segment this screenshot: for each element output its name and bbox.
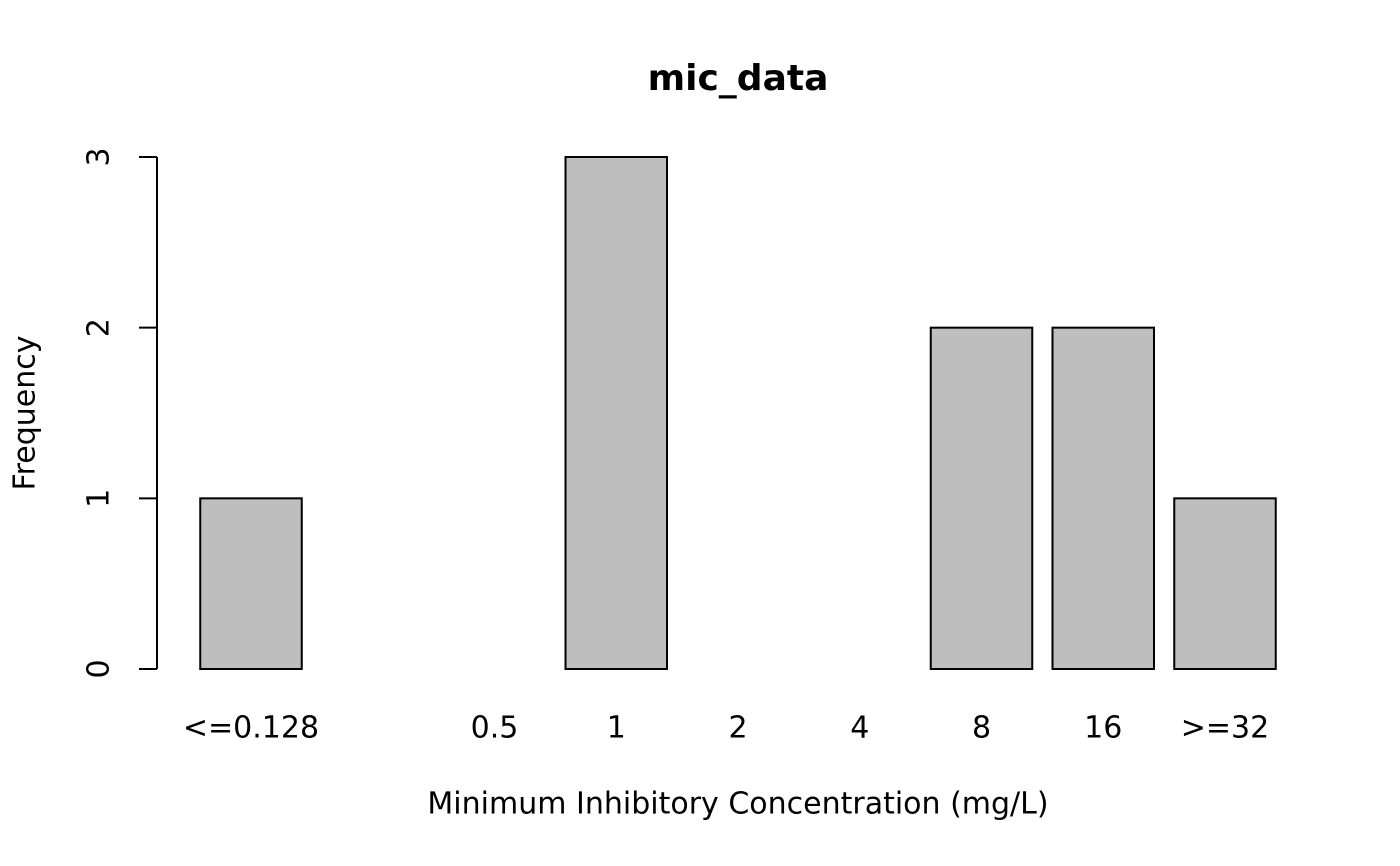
y-tick-label: 1 — [82, 489, 117, 508]
x-tick-label: 2 — [728, 711, 747, 746]
bar — [929, 326, 1034, 670]
x-tick-label: >=32 — [1181, 711, 1269, 746]
x-tick-label: 8 — [972, 711, 991, 746]
y-tick-label: 0 — [82, 659, 117, 678]
x-tick-label: 16 — [1084, 711, 1122, 746]
bar — [1051, 326, 1155, 670]
y-tick-label: 3 — [82, 147, 117, 166]
x-tick-label: 4 — [850, 711, 869, 746]
x-tick-label: 0.5 — [471, 711, 519, 746]
chart-title: mic_data — [648, 58, 829, 99]
x-tick-label: <=0.128 — [183, 711, 319, 746]
y-axis-label: Frequency — [8, 336, 43, 491]
x-axis-label: Minimum Inhibitory Concentration (mg/L) — [427, 787, 1048, 822]
bar — [1173, 497, 1277, 671]
x-tick-label: 1 — [607, 711, 626, 746]
y-tick-label: 2 — [82, 318, 117, 337]
bar — [564, 156, 668, 670]
bar — [199, 497, 303, 671]
